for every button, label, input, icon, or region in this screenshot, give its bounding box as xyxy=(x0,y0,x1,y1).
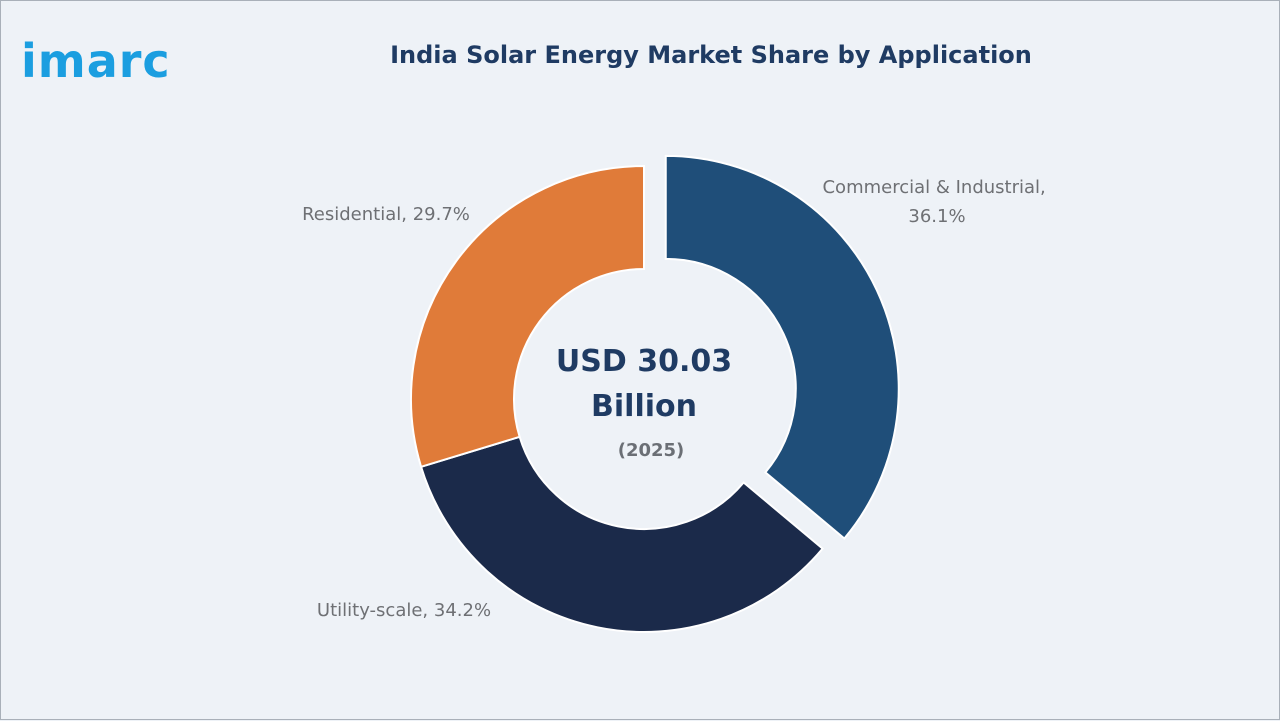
donut-slice-commercial xyxy=(664,154,900,540)
slice-label-residential-text: Residential, 29.7% xyxy=(302,204,470,225)
slice-label-residential: Residential, 29.7% xyxy=(302,204,470,225)
slice-label-utility-text: Utility-scale, 34.2% xyxy=(317,600,491,621)
center-value-line1: USD 30.03 xyxy=(556,344,732,379)
slice-label-commercial-name: Commercial & Industrial, xyxy=(822,177,1045,198)
center-year: (2025) xyxy=(618,440,685,461)
donut-slices xyxy=(410,154,900,633)
imarc-logo: imarc xyxy=(21,31,211,91)
chart-title: India Solar Energy Market Share by Appli… xyxy=(390,41,1032,69)
slice-label-utility: Utility-scale, 34.2% xyxy=(317,600,491,621)
slice-label-commercial: Commercial & Industrial, 36.1% xyxy=(822,177,1051,227)
slice-label-commercial-percent: 36.1% xyxy=(908,206,965,227)
center-value-line2: Billion xyxy=(591,389,697,424)
logo-text: imarc xyxy=(21,34,171,88)
donut-slice-residential xyxy=(410,164,645,469)
donut-slice-utility xyxy=(419,435,825,633)
